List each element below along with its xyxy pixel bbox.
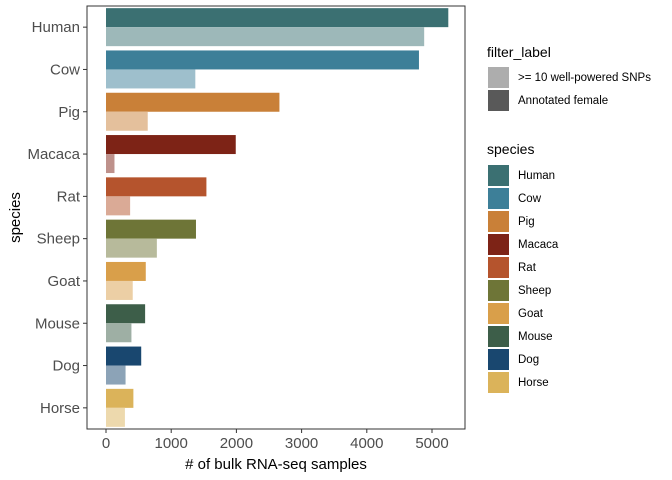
legend-species-label: Goat (518, 308, 544, 320)
bar-goat-annotated-female (106, 261, 146, 281)
legend-species-label: Mouse (518, 331, 553, 343)
legend-species-swatch (488, 234, 509, 255)
bar-horse-snps (106, 407, 125, 427)
legend-species-label: Macaca (518, 239, 559, 251)
y-tick-label: Human (32, 19, 80, 36)
y-tick-label: Pig (58, 104, 80, 121)
bar-cow-annotated-female (106, 50, 419, 70)
y-tick-label: Cow (50, 61, 80, 78)
y-tick-label: Rat (57, 188, 81, 205)
legend-species-swatch (488, 326, 509, 347)
bar-dog-snps (106, 365, 126, 385)
legend-filter-swatch (488, 67, 509, 88)
y-axis-title: species (7, 192, 24, 243)
panel-border (86, 5, 466, 430)
legend-species-label: Cow (518, 193, 542, 205)
bar-macaca-snps (106, 154, 115, 174)
bar-sheep-snps (106, 238, 157, 258)
bar-sheep-annotated-female (106, 219, 196, 239)
bar-rat-annotated-female (106, 177, 207, 197)
legend-species-label: Sheep (518, 285, 551, 297)
bar-horse-annotated-female (106, 388, 134, 408)
legend-species-swatch (488, 280, 509, 301)
x-tick-label: 3000 (285, 435, 318, 452)
y-tick-label: Horse (40, 400, 80, 417)
bar-rat-snps (106, 196, 131, 216)
y-tick-label: Mouse (35, 315, 80, 332)
y-tick-label: Goat (47, 273, 80, 290)
y-tick-label: Dog (52, 358, 80, 375)
legend-species-label: Dog (518, 354, 539, 366)
legend-filter-title: filter_label (487, 44, 551, 60)
legend-species-swatch (488, 257, 509, 278)
legend-species-swatch (488, 211, 509, 232)
x-axis-title: # of bulk RNA-seq samples (185, 456, 367, 473)
legend-species-swatch (488, 372, 509, 393)
legend-species-title: species (487, 141, 534, 157)
plot-area: Human Cow Pig Macaca Rat Sheep Goat Mouse Dog Hor… (27, 5, 466, 452)
bar-goat-snps (106, 280, 133, 300)
bar-human-annotated-female (106, 8, 449, 28)
legend-species-swatch (488, 303, 509, 324)
bar-mouse-snps (106, 323, 132, 343)
legend-filter-label: >= 10 well-powered SNPs (518, 72, 651, 84)
legend-filter: filter_label >= 10 well-powered SNPs Anno… (487, 44, 651, 111)
legend-species: species Human Cow Pig Macaca Rat Sheep Goat Mou… (487, 141, 559, 393)
bar-dog-annotated-female (106, 346, 142, 366)
bar-pig-snps (106, 111, 148, 131)
x-tick-label: 1000 (155, 435, 188, 452)
bar-mouse-annotated-female (106, 304, 146, 324)
legend-species-swatch (488, 349, 509, 370)
legend-species-label: Horse (518, 377, 549, 389)
bar-macaca-annotated-female (106, 135, 236, 155)
x-tick-label: 0 (102, 435, 110, 452)
bar-human-snps (106, 27, 425, 47)
legend-species-swatch (488, 188, 509, 209)
legend-species-label: Human (518, 170, 555, 182)
legend-species-label: Rat (518, 262, 537, 274)
x-tick-label: 4000 (350, 435, 383, 452)
x-tick-label: 5000 (415, 435, 448, 452)
legend-species-swatch (488, 165, 509, 186)
bar-cow-snps (106, 69, 196, 89)
y-tick-label: Macaca (27, 146, 80, 163)
x-tick-label: 2000 (220, 435, 253, 452)
y-tick-label: Sheep (37, 231, 80, 248)
legend-filter-swatch (488, 90, 509, 111)
bar-pig-annotated-female (106, 92, 280, 112)
legend-filter-label: Annotated female (518, 95, 608, 107)
legend-species-label: Pig (518, 216, 535, 228)
